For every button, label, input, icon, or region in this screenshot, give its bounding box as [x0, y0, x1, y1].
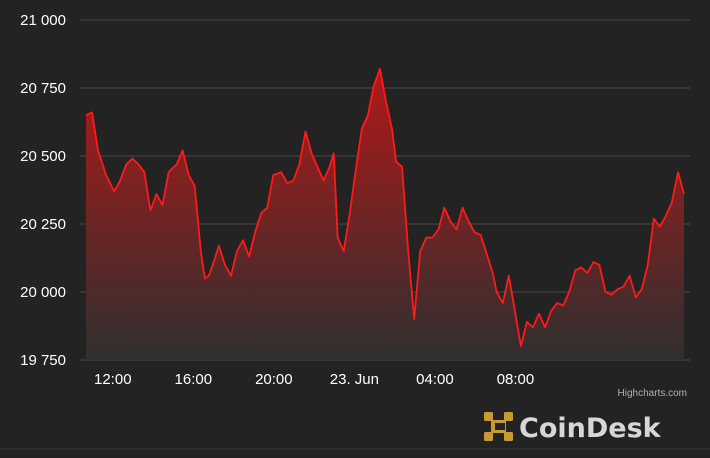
x-tick-label: 12:00 [94, 371, 132, 388]
coindesk-logo-icon [484, 412, 513, 441]
x-tick-label: 08:00 [497, 371, 535, 388]
x-axis: 12:00 16:00 20:00 23. Jun 04:00 08:00 [94, 371, 534, 388]
y-tick-label: 21 000 [20, 12, 66, 29]
x-tick-label: 20:00 [255, 371, 293, 388]
y-tick-label: 20 250 [20, 216, 66, 233]
y-tick-label: 20 500 [20, 148, 66, 165]
y-axis: 19 750 20 000 20 250 20 500 20 750 21 000 [20, 12, 66, 369]
price-line [85, 68, 685, 348]
x-tick-label: 23. Jun [330, 371, 379, 388]
credits-label[interactable]: Highcharts.com [618, 388, 687, 399]
x-tick-label: 04:00 [416, 371, 454, 388]
coindesk-wordmark: CoinDesk [519, 413, 662, 444]
y-tick-label: 19 750 [20, 352, 66, 369]
y-tick-label: 20 750 [20, 80, 66, 97]
x-tick-label: 16:00 [175, 371, 213, 388]
coindesk-logo: CoinDesk [484, 412, 662, 444]
y-tick-label: 20 000 [20, 284, 66, 301]
price-area [86, 69, 684, 360]
